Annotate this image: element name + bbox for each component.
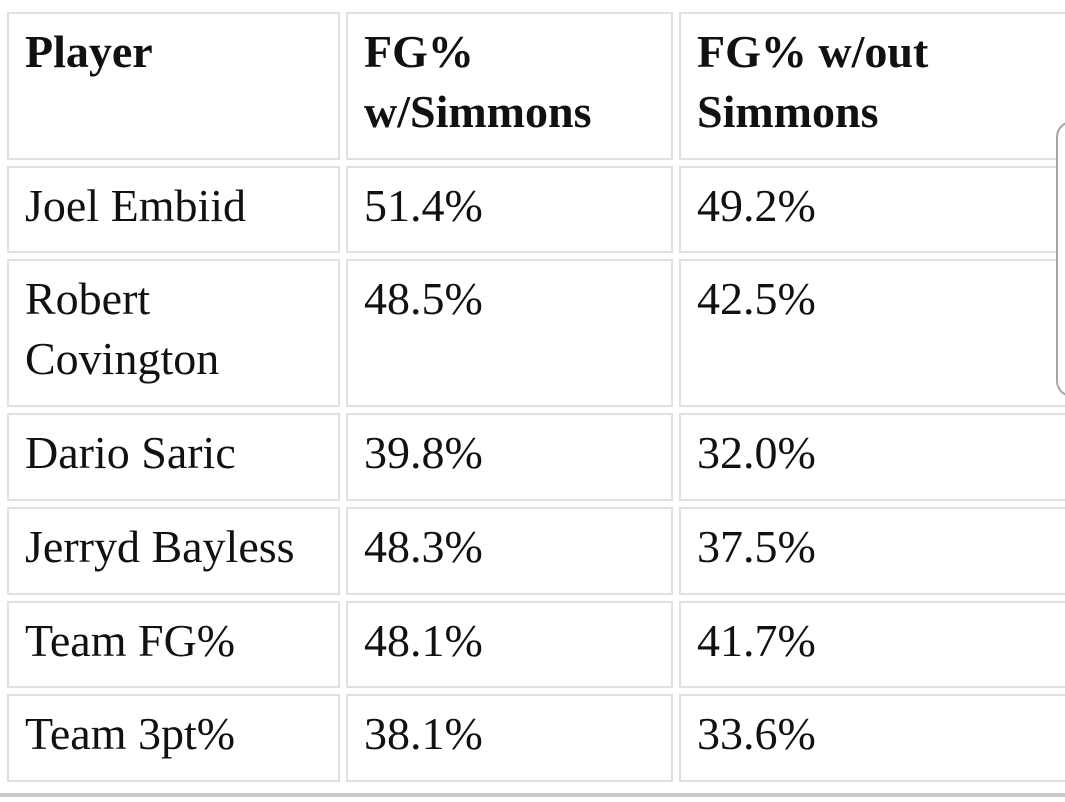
player-name-cell: Team 3pt% — [7, 694, 340, 783]
col-header-fg-with-simmons: FG% w/Simmons — [346, 12, 673, 160]
fg-with-simmons-cell: 48.3% — [346, 506, 673, 595]
fg-without-simmons-cell: 32.0% — [679, 412, 1065, 501]
bottom-divider — [0, 793, 1065, 797]
table-row: Dario Saric 39.8% 32.0% — [7, 412, 1065, 501]
fg-with-simmons-cell: 48.5% — [346, 259, 673, 407]
fg-without-simmons-cell: 42.5% — [679, 259, 1065, 407]
table-row: Joel Embiid 51.4% 49.2% — [7, 165, 1065, 254]
player-name-cell: Team FG% — [7, 600, 340, 689]
table-header-row: Player FG% w/Simmons FG% w/out Simmons — [7, 12, 1065, 160]
table-row: Team FG% 48.1% 41.7% — [7, 600, 1065, 689]
player-name-cell: Jerryd Bayless — [7, 506, 340, 595]
fg-with-simmons-cell: 48.1% — [346, 600, 673, 689]
table-row: Team 3pt% 38.1% 33.6% — [7, 694, 1065, 783]
fg-without-simmons-cell: 41.7% — [679, 600, 1065, 689]
fg-with-simmons-cell: 39.8% — [346, 412, 673, 501]
table-row: Robert Covington 48.5% 42.5% — [7, 259, 1065, 407]
scrollbar-thumb[interactable] — [1056, 121, 1065, 397]
fg-with-simmons-cell: 51.4% — [346, 165, 673, 254]
player-name-cell: Joel Embiid — [7, 165, 340, 254]
fg-without-simmons-cell: 37.5% — [679, 506, 1065, 595]
table-row: Jerryd Bayless 48.3% 37.5% — [7, 506, 1065, 595]
player-name-cell: Dario Saric — [7, 412, 340, 501]
fg-without-simmons-cell: 49.2% — [679, 165, 1065, 254]
col-header-player: Player — [7, 12, 340, 160]
player-name-cell: Robert Covington — [7, 259, 340, 407]
col-header-fg-without-simmons: FG% w/out Simmons — [679, 12, 1065, 160]
fg-percentage-table: Player FG% w/Simmons FG% w/out Simmons J… — [1, 6, 1065, 788]
fg-with-simmons-cell: 38.1% — [346, 694, 673, 783]
fg-without-simmons-cell: 33.6% — [679, 694, 1065, 783]
